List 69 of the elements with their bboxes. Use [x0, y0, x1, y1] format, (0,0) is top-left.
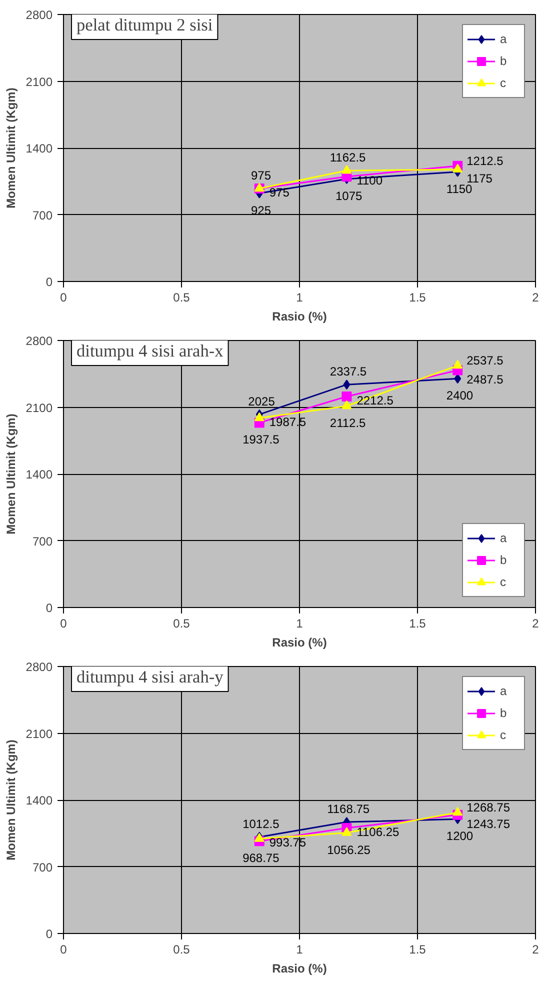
- data-label: 1937.5: [242, 432, 280, 447]
- data-label: 1162.5: [330, 150, 366, 165]
- data-label: 1243.75: [466, 816, 510, 831]
- data-label: 2537.5: [466, 354, 504, 368]
- data-label: 968.75: [242, 851, 280, 866]
- data-label: 1100: [356, 174, 383, 188]
- legend-label: c: [500, 575, 507, 589]
- y-tick-label: 1400: [26, 794, 53, 808]
- x-axis-title: Rasio (%): [272, 962, 327, 976]
- data-label: 1168.75: [327, 802, 370, 816]
- x-tick-label: 1.5: [409, 942, 426, 956]
- x-axis-title: Rasio (%): [272, 636, 327, 650]
- y-axis-title: Momen Ultimit (Kgm): [4, 414, 18, 534]
- legend-label: c: [500, 76, 507, 90]
- legend-label: b: [500, 553, 508, 567]
- data-label: 2112.5: [330, 416, 366, 430]
- data-label: 2487.5: [466, 372, 504, 386]
- x-tick-label: 1: [296, 290, 304, 304]
- x-tick-label: 0: [60, 942, 68, 956]
- x-tick-label: 1.5: [409, 290, 426, 304]
- data-label: 2400: [446, 388, 474, 403]
- y-tick-label: 1400: [26, 468, 53, 482]
- y-tick-label: 1400: [26, 142, 53, 156]
- y-tick-label: 2100: [26, 74, 53, 89]
- y-tick-label: 2800: [26, 334, 53, 348]
- y-tick-label: 700: [32, 208, 53, 222]
- data-label: 1268.75: [466, 800, 510, 815]
- legend-label: c: [500, 728, 507, 742]
- x-tick-label: 2: [532, 290, 540, 304]
- x-tick-label: 1.5: [409, 616, 426, 630]
- data-label: 975: [250, 168, 272, 183]
- x-tick-label: 0: [60, 616, 68, 630]
- y-tick-label: 2100: [26, 726, 53, 741]
- data-label: 1200: [446, 829, 474, 844]
- data-label: 1075: [336, 188, 363, 203]
- x-axis-title: Rasio (%): [272, 310, 327, 324]
- data-label: 2025: [248, 394, 276, 408]
- legend-label: a: [500, 32, 508, 46]
- y-tick-label: 0: [46, 275, 53, 289]
- data-label: 1212.5: [466, 154, 504, 168]
- y-tick-label: 700: [32, 860, 53, 874]
- x-tick-label: 0.5: [173, 942, 190, 956]
- data-label: 1056.25: [327, 842, 371, 857]
- x-tick-label: 1: [296, 942, 304, 956]
- chart-title: pelat ditumpu 2 sisi: [76, 16, 213, 34]
- x-tick-label: 0.5: [173, 616, 190, 630]
- y-tick-label: 0: [46, 601, 53, 615]
- legend-label: b: [500, 706, 508, 720]
- x-tick-label: 0.5: [173, 290, 190, 304]
- y-tick-label: 2100: [26, 400, 53, 415]
- x-tick-label: 2: [532, 616, 540, 630]
- y-axis-title: Momen Ultimit (Kgm): [4, 740, 18, 860]
- y-axis-title: Momen Ultimit (Kgm): [4, 88, 18, 208]
- legend-label: b: [500, 54, 508, 68]
- y-tick-label: 0: [46, 927, 53, 941]
- x-tick-label: 2: [532, 942, 540, 956]
- data-label: 1012.5: [242, 816, 280, 831]
- chart-title: ditumpu 4 sisi arah-y: [76, 668, 224, 686]
- y-tick-label: 700: [32, 534, 53, 548]
- chart-title: ditumpu 4 sisi arah-x: [76, 342, 224, 360]
- x-tick-label: 1: [296, 616, 304, 630]
- y-tick-label: 2800: [26, 8, 53, 22]
- legend-label: a: [500, 531, 508, 545]
- legend-label: a: [500, 684, 508, 698]
- data-label: 2337.5: [330, 364, 367, 379]
- data-label: 2212.5: [356, 394, 394, 408]
- y-tick-label: 2800: [26, 660, 53, 674]
- data-label: 1106.25: [356, 825, 400, 840]
- x-tick-label: 0: [60, 290, 68, 304]
